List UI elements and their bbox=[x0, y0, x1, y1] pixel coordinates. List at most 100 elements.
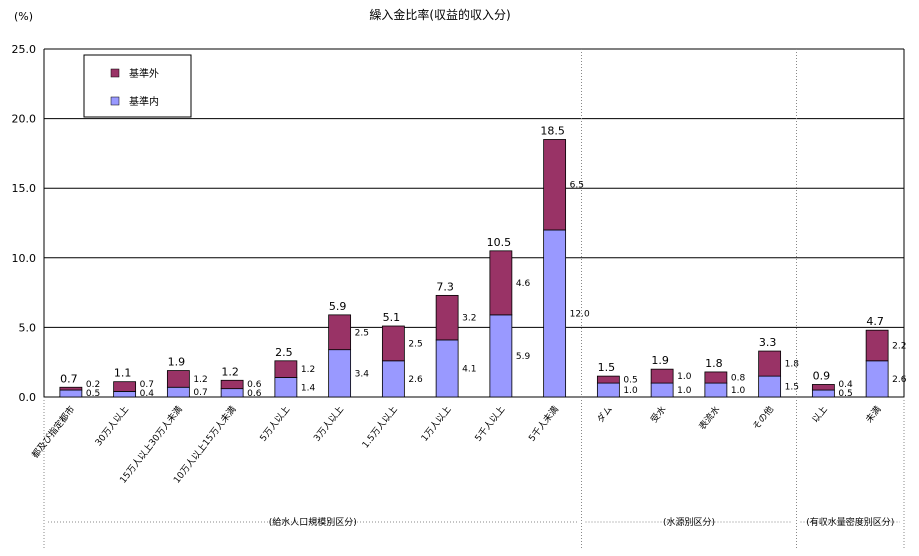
legend-swatch-within bbox=[110, 96, 120, 106]
gridlines bbox=[43, 48, 905, 548]
outside-standard-label: 2.5 bbox=[355, 328, 369, 338]
y-tick-label: 20.0 bbox=[12, 113, 37, 126]
bar-within-standard bbox=[59, 389, 83, 398]
legend-box bbox=[83, 54, 192, 118]
bar-outside-standard bbox=[811, 384, 835, 391]
category-label: 1.5万人以上 bbox=[360, 404, 400, 450]
category-label: ダム bbox=[594, 403, 615, 425]
outside-standard-label: 2.5 bbox=[408, 339, 422, 349]
bar-marks bbox=[59, 139, 889, 398]
total-label: 1.9 bbox=[651, 354, 669, 367]
within-standard-label: 1.0 bbox=[623, 386, 638, 396]
chart-title: 繰入金比率(収益的収入分) bbox=[369, 7, 510, 22]
bar-within-standard bbox=[758, 375, 782, 398]
total-label: 0.9 bbox=[813, 369, 831, 382]
outside-standard-label: 1.2 bbox=[193, 375, 207, 385]
total-label: 5.1 bbox=[383, 311, 401, 324]
category-label: 未満 bbox=[863, 403, 884, 425]
bar-within-standard bbox=[274, 377, 298, 398]
within-standard-label: 4.1 bbox=[462, 364, 476, 374]
category-label: 5千人未満 bbox=[526, 403, 561, 443]
category-label: 都及び指定都市 bbox=[29, 403, 77, 460]
within-standard-label: 1.5 bbox=[785, 383, 799, 393]
bar-outside-standard bbox=[220, 379, 244, 390]
legend-swatch-outside bbox=[110, 68, 120, 78]
bar-within-standard bbox=[381, 360, 405, 398]
total-label: 10.5 bbox=[487, 236, 512, 249]
bar-within-standard bbox=[435, 339, 459, 398]
category-label: 3万人以上 bbox=[312, 404, 346, 444]
bar-outside-standard bbox=[435, 294, 459, 341]
y-tick-label: 0.0 bbox=[19, 391, 37, 404]
within-standard-label: 1.4 bbox=[301, 383, 316, 393]
bar-outside-standard bbox=[650, 368, 674, 384]
outside-standard-label: 1.0 bbox=[677, 372, 692, 382]
outside-standard-label: 1.2 bbox=[301, 365, 315, 375]
bar-outside-standard bbox=[166, 370, 190, 388]
within-standard-label: 0.6 bbox=[247, 389, 262, 399]
total-label: 5.9 bbox=[329, 300, 347, 313]
category-label: 受水 bbox=[648, 403, 669, 425]
outside-standard-label: 4.6 bbox=[516, 279, 531, 289]
within-standard-label: 0.5 bbox=[838, 389, 852, 399]
outside-standard-label: 0.2 bbox=[86, 380, 100, 390]
bar-within-standard bbox=[113, 391, 137, 398]
bar-within-standard bbox=[704, 382, 728, 398]
legend-label-outside: 基準外 bbox=[129, 67, 159, 80]
y-tick-label: 5.0 bbox=[19, 321, 37, 334]
within-standard-label: 0.4 bbox=[140, 389, 155, 399]
outside-standard-label: 3.2 bbox=[462, 314, 476, 324]
total-label: 2.5 bbox=[275, 346, 293, 359]
bar-outside-standard bbox=[59, 386, 83, 391]
bar-within-standard bbox=[220, 388, 244, 398]
category-label: 5千人以上 bbox=[473, 404, 507, 444]
total-label: 1.2 bbox=[221, 365, 239, 378]
outside-standard-label: 0.5 bbox=[623, 376, 637, 386]
y-tick-label: 25.0 bbox=[12, 43, 37, 56]
bar-outside-standard bbox=[489, 250, 513, 316]
group-label: (給水人口規模別区分) bbox=[269, 516, 357, 528]
group-label: (有収水量密度別区分) bbox=[806, 516, 894, 528]
outside-standard-label: 0.4 bbox=[838, 380, 853, 390]
bar-within-standard bbox=[489, 314, 513, 398]
within-standard-label: 3.4 bbox=[355, 369, 370, 379]
outside-standard-label: 2.2 bbox=[892, 341, 906, 351]
bar-outside-standard bbox=[758, 350, 782, 377]
total-label: 1.9 bbox=[168, 356, 186, 369]
within-standard-label: 0.7 bbox=[193, 388, 207, 398]
bar-outside-standard bbox=[543, 139, 567, 231]
legend: 基準外 基準内 bbox=[83, 54, 192, 118]
category-label: 5万人以上 bbox=[258, 404, 292, 444]
bar-within-standard bbox=[811, 389, 835, 398]
y-tick-label: 10.0 bbox=[12, 252, 37, 265]
within-standard-label: 12.0 bbox=[570, 309, 590, 319]
total-label: 18.5 bbox=[540, 124, 565, 137]
bar-outside-standard bbox=[704, 371, 728, 384]
bar-within-standard bbox=[650, 382, 674, 398]
category-label: 表流水 bbox=[696, 403, 722, 432]
bar-outside-standard bbox=[596, 375, 620, 384]
total-label: 1.1 bbox=[114, 367, 132, 380]
bar-outside-standard bbox=[113, 381, 137, 392]
within-standard-label: 2.6 bbox=[408, 375, 423, 385]
legend-label-within: 基準内 bbox=[129, 95, 159, 108]
category-label: その他 bbox=[750, 403, 776, 432]
within-standard-label: 5.9 bbox=[516, 352, 531, 362]
y-axis-unit-label: (%) bbox=[14, 10, 33, 23]
total-label: 0.7 bbox=[60, 372, 78, 385]
bar-outside-standard bbox=[274, 360, 298, 378]
y-tick-label: 15.0 bbox=[12, 182, 37, 195]
total-label: 1.5 bbox=[598, 361, 616, 374]
bar-outside-standard bbox=[865, 329, 889, 362]
bar-within-standard bbox=[543, 229, 567, 398]
category-label: 1万人以上 bbox=[419, 404, 453, 444]
outside-standard-label: 0.7 bbox=[140, 380, 154, 390]
total-label: 1.8 bbox=[705, 357, 723, 370]
within-standard-label: 1.0 bbox=[677, 386, 692, 396]
data-labels: 0.7 0.20.51.10.70.41.91.20.71.20.60.62.51… bbox=[60, 124, 907, 399]
outside-standard-label: 0.6 bbox=[247, 380, 262, 390]
outside-standard-label: 1.8 bbox=[785, 360, 800, 370]
within-standard-label: 1.0 bbox=[731, 386, 746, 396]
